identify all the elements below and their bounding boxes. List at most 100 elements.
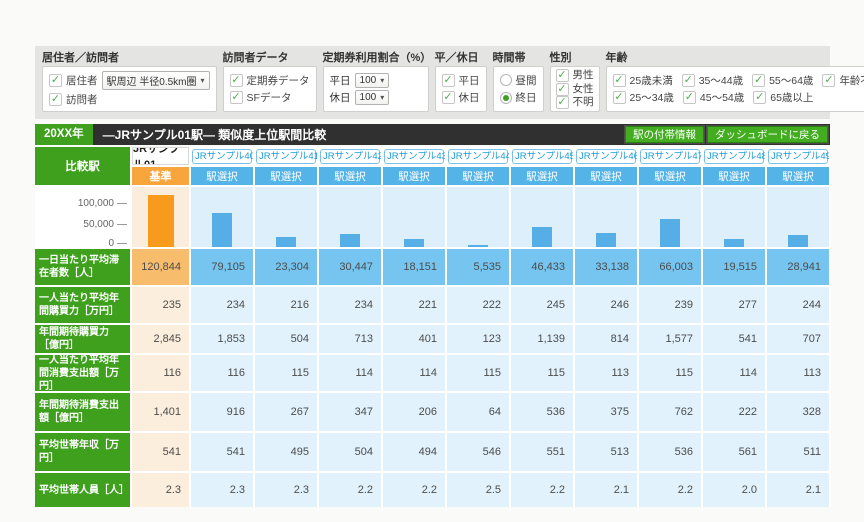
value-cell: 1,577 (639, 325, 701, 353)
value-cell: 66,003 (639, 249, 701, 285)
checkbox-checked-icon: ✓ (49, 92, 62, 106)
row-label: 年間期待購買力［億円］ (35, 325, 130, 353)
value-cell: 116 (132, 355, 189, 391)
value-cell: 504 (255, 325, 317, 353)
value-cell: 245 (511, 287, 573, 323)
station-select-button-1[interactable]: 駅選択 (255, 167, 317, 185)
station-header-cell-2: JRサンプル42 (319, 147, 381, 165)
checkbox-label: 男性 (572, 69, 594, 82)
comparison-bar (404, 239, 424, 247)
value-cell: 114 (703, 355, 765, 391)
value-cell: 2.1 (575, 473, 637, 507)
value-cell: 2,845 (132, 325, 189, 353)
checkbox-pass-data[interactable]: ✓ 定期券データ (229, 73, 310, 88)
checkbox-age-35-44[interactable]: ✓ 35～44歳 (681, 73, 743, 88)
value-cell: 277 (703, 287, 765, 323)
checkbox-sf-data[interactable]: ✓ SFデータ (229, 90, 310, 105)
filter-box: ✓ 居住者 駅周辺 半径0.5km圏 ▾ ✓ 訪問者 (42, 66, 217, 112)
ratio-weekday-select[interactable]: 100 ▾ (354, 72, 390, 88)
value-cell: 2.3 (255, 473, 317, 507)
chart-cell-5 (447, 187, 509, 247)
chart-cell-0 (132, 187, 189, 247)
checkbox-weekday[interactable]: ✓ 平日 (441, 73, 480, 88)
checkbox-label: SFデータ (246, 92, 292, 105)
checkbox-female[interactable]: ✓ 女性 (555, 82, 594, 96)
checkbox-visitor[interactable]: ✓ 訪問者 (49, 92, 98, 107)
filter-bar: 居住者／訪問者 ✓ 居住者 駅周辺 半径0.5km圏 ▾ ✓ 訪問者 (35, 46, 864, 119)
station-select-button-6[interactable]: 駅選択 (575, 167, 637, 185)
station-select-button-7[interactable]: 駅選択 (639, 167, 701, 185)
checkbox-age-over-65[interactable]: ✓ 65歳以上 (753, 90, 813, 105)
filter-box: 昼間 終日 (492, 66, 544, 112)
radio-label: 昼間 (515, 74, 537, 87)
checkbox-label: 不明 (572, 95, 594, 108)
y-axis-tick: 0 (108, 238, 127, 247)
checkbox-checked-icon: ✓ (612, 91, 626, 105)
comparison-bar (724, 239, 744, 247)
station-button-6[interactable]: JRサンプル46 (576, 148, 637, 164)
back-to-dashboard-button[interactable]: ダッシュボードに戻る (706, 125, 829, 144)
checkbox-age-unknown[interactable]: ✓ 年齢不明 (822, 73, 864, 88)
value-cell: 2.1 (767, 473, 829, 507)
checkbox-age-under-25[interactable]: ✓ 25歳未満 (612, 73, 673, 88)
checkbox-resident[interactable]: ✓ 居住者 (49, 73, 98, 88)
checkbox-male[interactable]: ✓ 男性 (555, 69, 594, 83)
station-button-1[interactable]: JRサンプル41 (256, 148, 317, 164)
checkbox-age-25-34[interactable]: ✓ 25～34歳 (612, 90, 674, 105)
station-button-2[interactable]: JRサンプル42 (320, 148, 381, 164)
station-select-button-8[interactable]: 駅選択 (703, 167, 765, 185)
year-badge: 20XX年 (35, 124, 93, 145)
station-button-5[interactable]: JRサンプル45 (512, 148, 573, 164)
value-cell: 239 (639, 287, 701, 323)
filter-group-title: 訪問者データ (222, 52, 289, 64)
station-info-button[interactable]: 駅の付帯情報 (624, 125, 705, 144)
checkbox-label: 訪問者 (66, 93, 98, 106)
checkbox-label: 25歳未満 (629, 74, 673, 87)
checkbox-checked-icon: ✓ (612, 73, 626, 87)
value-cell: 541 (132, 433, 189, 471)
chart-cell-10 (767, 187, 829, 247)
ratio-holiday-select[interactable]: 100 ▾ (354, 90, 390, 106)
station-button-9[interactable]: JRサンプル49 (768, 148, 829, 164)
value-cell: 375 (575, 393, 637, 431)
station-select-button-4[interactable]: 駅選択 (447, 167, 509, 185)
radius-select[interactable]: 駅周辺 半径0.5km圏 ▾ (101, 71, 210, 91)
radio-selected-icon (499, 91, 512, 104)
station-button-8[interactable]: JRサンプル48 (704, 148, 765, 164)
checkbox-checked-icon: ✓ (229, 73, 243, 87)
station-header-cell-0: JRサンプル40 (191, 147, 253, 165)
station-button-7[interactable]: JRサンプル47 (640, 148, 701, 164)
value-cell: 2.2 (639, 473, 701, 507)
checkbox-checked-icon: ✓ (681, 73, 695, 87)
station-select-button-5[interactable]: 駅選択 (511, 167, 573, 185)
base-tag: 基準 (132, 167, 189, 185)
radio-daytime[interactable]: 昼間 (499, 73, 537, 88)
select-value: 100 (359, 74, 377, 86)
value-cell: 206 (383, 393, 445, 431)
select-value: 100 (359, 92, 377, 104)
station-select-button-0[interactable]: 駅選択 (191, 167, 253, 185)
value-cell: 347 (319, 393, 381, 431)
value-cell: 120,844 (132, 249, 189, 285)
checkbox-gender-unknown[interactable]: ✓ 不明 (555, 95, 594, 109)
station-button-0[interactable]: JRサンプル40 (192, 148, 253, 164)
value-cell: 123 (447, 325, 509, 353)
value-cell: 244 (767, 287, 829, 323)
value-cell: 64 (447, 393, 509, 431)
row-label: 一日当たり平均滞在者数［人］ (35, 249, 130, 285)
value-cell: 401 (383, 325, 445, 353)
station-select-button-3[interactable]: 駅選択 (383, 167, 445, 185)
filter-group-gender: 性別 ✓ 男性 ✓ 女性 ✓ 不明 (549, 51, 600, 112)
station-button-4[interactable]: JRサンプル44 (448, 148, 509, 164)
station-select-button-9[interactable]: 駅選択 (767, 167, 829, 185)
station-button-3[interactable]: JRサンプル43 (384, 148, 445, 164)
checkbox-age-45-54[interactable]: ✓ 45～54歳 (682, 90, 744, 105)
chevron-down-icon: ▾ (380, 75, 385, 85)
checkbox-age-55-64[interactable]: ✓ 55～64歳 (752, 73, 813, 88)
value-cell: 115 (447, 355, 509, 391)
radio-all-day[interactable]: 終日 (499, 90, 537, 105)
title-bar-buttons: 駅の付帯情報 ダッシュボードに戻る (624, 125, 829, 144)
checkbox-checked-icon: ✓ (753, 91, 767, 105)
checkbox-holiday[interactable]: ✓ 休日 (441, 90, 480, 105)
station-select-button-2[interactable]: 駅選択 (319, 167, 381, 185)
